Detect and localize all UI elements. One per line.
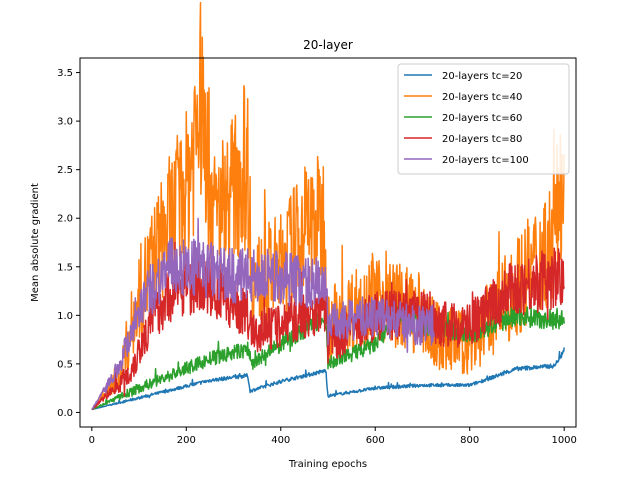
legend-box — [397, 63, 570, 175]
series-line-5 — [91, 217, 436, 410]
series-line-1 — [91, 347, 565, 411]
y-axis-ticks: 0.0 0.5 1.0 1.5 2.0 2.5 3.0 3.5 — [57, 68, 80, 419]
y-tick-label: 0.5 — [57, 359, 73, 370]
x-axis-label: Training epochs — [288, 459, 367, 470]
series-line-4 — [91, 241, 565, 411]
y-tick-label: 1.0 — [57, 311, 73, 322]
y-tick-label: 3.5 — [57, 68, 73, 79]
x-tick-label: 800 — [460, 435, 479, 446]
axes-frame — [79, 57, 577, 428]
y-tick-label: 1.5 — [57, 262, 73, 273]
legend-entry: 20-layers tc=40 — [442, 92, 522, 103]
legend-entry: 20-layers tc=80 — [442, 134, 522, 145]
chart-title: 20-layer — [303, 38, 353, 52]
legend-entry: 20-layers tc=100 — [442, 155, 529, 166]
x-tick-label: 600 — [366, 435, 385, 446]
x-axis-ticks: 0 200 400 600 800 1000 — [89, 427, 577, 446]
y-tick-label: 2.5 — [57, 165, 73, 176]
plot-area — [91, 1, 565, 411]
series-line-3 — [91, 297, 565, 411]
y-tick-label: 3.0 — [57, 117, 73, 128]
x-tick-label: 400 — [271, 435, 290, 446]
legend-entry: 20-layers tc=20 — [442, 71, 522, 82]
x-tick-label: 200 — [177, 435, 196, 446]
legend-entry: 20-layers tc=60 — [442, 113, 522, 124]
y-tick-label: 2.0 — [57, 214, 73, 225]
y-axis-label: Mean absolute gradient — [30, 183, 41, 302]
x-tick-label: 1000 — [551, 435, 576, 446]
legend: 20-layers tc=20 20-layers tc=40 20-layers … — [397, 63, 570, 175]
y-tick-label: 0.0 — [57, 408, 73, 419]
x-tick-label: 0 — [89, 435, 95, 446]
